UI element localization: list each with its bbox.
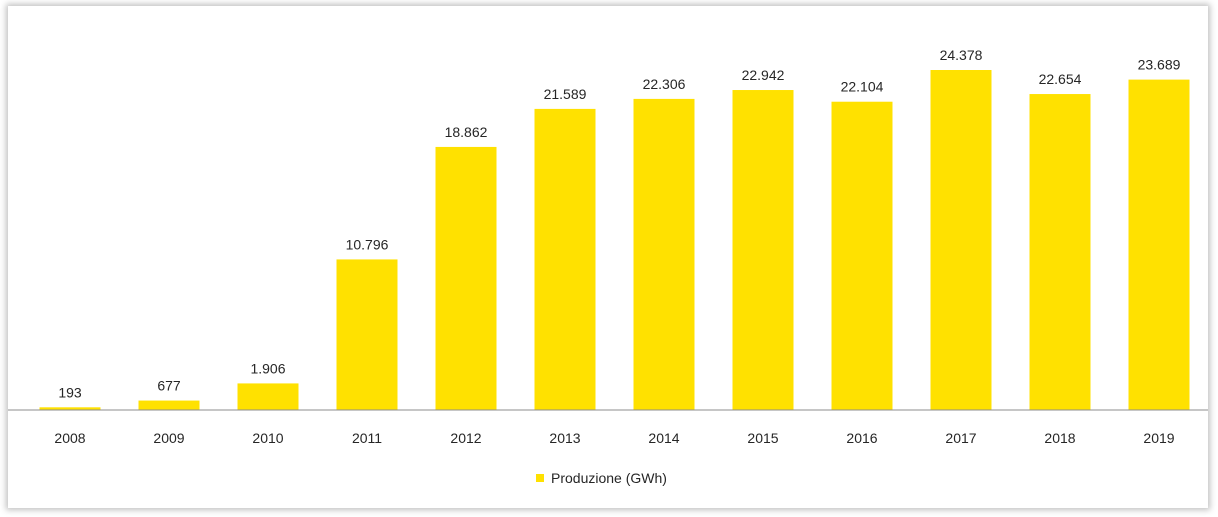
data-label-2011: 10.796: [346, 236, 389, 252]
x-tick-label-2015: 2015: [747, 430, 778, 446]
data-label-2009: 677: [157, 378, 181, 394]
bars-group: [39, 70, 1190, 411]
bar-2011: [336, 259, 398, 410]
data-label-2018: 22.654: [1039, 71, 1082, 87]
bar-2015: [732, 90, 794, 410]
bar-2014: [633, 98, 695, 410]
bar-2009: [138, 400, 200, 410]
data-label-2017: 24.378: [940, 47, 983, 63]
x-tick-label-2014: 2014: [648, 430, 679, 446]
data-label-2012: 18.862: [445, 124, 488, 140]
data-label-2014: 22.306: [643, 76, 686, 92]
tick-labels-group: 2008 2009 2010 2011 2012 2013 2014 2015 2016 2017…: [54, 430, 1174, 446]
bar-2013: [534, 108, 596, 410]
bar-chart: 193 677 1.906 10.796 18.862 21.589 22.306 22.94…: [8, 47, 1208, 486]
x-tick-label-2016: 2016: [846, 430, 877, 446]
bar-2008: [39, 407, 101, 410]
legend-swatch: [536, 474, 544, 482]
x-tick-label-2013: 2013: [549, 430, 580, 446]
data-label-2008: 193: [58, 384, 82, 400]
data-label-2016: 22.104: [841, 79, 884, 95]
x-tick-label-2012: 2012: [450, 430, 481, 446]
data-label-2010: 1.906: [250, 360, 285, 376]
bar-2017: [930, 70, 992, 410]
x-tick-label-2017: 2017: [945, 430, 976, 446]
data-label-2013: 21.589: [544, 86, 587, 102]
x-tick-label-2011: 2011: [352, 430, 382, 446]
bar-2010: [237, 383, 299, 410]
legend: Produzione (GWh): [536, 470, 667, 486]
data-label-2015: 22.942: [742, 67, 785, 83]
data-label-2019: 23.689: [1138, 57, 1181, 73]
x-tick-label-2019: 2019: [1143, 430, 1174, 446]
x-tick-label-2008: 2008: [54, 430, 85, 446]
chart-frame: 193 677 1.906 10.796 18.862 21.589 22.306 22.94…: [8, 6, 1208, 508]
x-tick-label-2009: 2009: [153, 430, 184, 446]
value-labels-group: 193 677 1.906 10.796 18.862 21.589 22.306 22.94…: [58, 47, 1180, 400]
bar-2019: [1128, 79, 1190, 410]
x-tick-label-2018: 2018: [1044, 430, 1075, 446]
legend-label: Produzione (GWh): [551, 470, 667, 486]
bar-2018: [1029, 94, 1091, 411]
x-tick-label-2010: 2010: [252, 430, 283, 446]
bar-2016: [831, 101, 893, 410]
bar-2012: [435, 146, 497, 411]
